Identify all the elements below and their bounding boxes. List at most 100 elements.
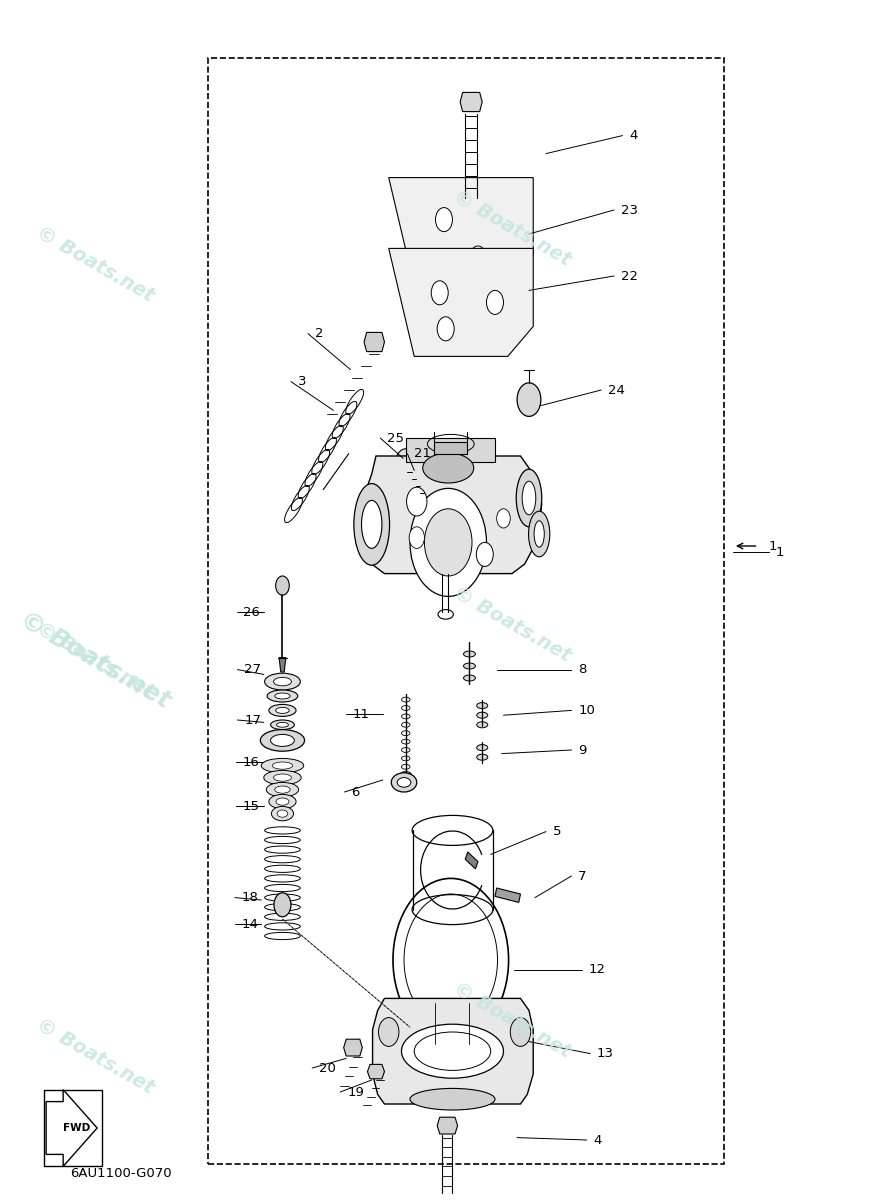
Ellipse shape	[528, 511, 550, 557]
Text: 13: 13	[597, 1048, 614, 1060]
Text: 14: 14	[242, 918, 259, 930]
Text: FWD: FWD	[63, 1123, 90, 1133]
Text: 6AU1100-G070: 6AU1100-G070	[70, 1168, 171, 1180]
Circle shape	[510, 1018, 531, 1046]
Ellipse shape	[270, 734, 295, 746]
Text: © Boats.net: © Boats.net	[33, 619, 157, 701]
Text: 27: 27	[244, 664, 262, 676]
Polygon shape	[388, 248, 534, 356]
Text: 18: 18	[242, 892, 259, 904]
Text: 9: 9	[578, 744, 587, 756]
Circle shape	[424, 509, 472, 576]
Bar	[208, 58, 725, 1164]
Circle shape	[409, 527, 424, 548]
Text: 1: 1	[769, 540, 777, 552]
Text: 17: 17	[244, 714, 262, 726]
Text: 21: 21	[415, 448, 431, 460]
Ellipse shape	[397, 778, 411, 787]
Ellipse shape	[400, 772, 412, 779]
Polygon shape	[495, 888, 521, 902]
Circle shape	[487, 290, 503, 314]
Ellipse shape	[438, 610, 454, 619]
Circle shape	[517, 383, 541, 416]
Text: 1: 1	[775, 546, 784, 558]
Ellipse shape	[522, 481, 536, 515]
Ellipse shape	[265, 673, 301, 690]
Polygon shape	[388, 178, 534, 286]
Ellipse shape	[477, 754, 488, 761]
Text: 25: 25	[387, 432, 404, 444]
Circle shape	[401, 456, 411, 470]
Text: 26: 26	[243, 606, 260, 618]
Text: © Boats.net: © Boats.net	[33, 223, 157, 305]
Bar	[44, 1090, 103, 1166]
Ellipse shape	[477, 712, 488, 718]
Text: 12: 12	[588, 964, 606, 976]
Ellipse shape	[422, 452, 474, 482]
Ellipse shape	[276, 722, 289, 727]
Text: © Boats.net: © Boats.net	[16, 607, 175, 713]
Text: 24: 24	[608, 384, 625, 396]
Text: © Boats.net: © Boats.net	[450, 583, 574, 665]
Ellipse shape	[274, 774, 291, 781]
Polygon shape	[279, 658, 286, 672]
Text: 5: 5	[553, 826, 561, 838]
Ellipse shape	[274, 677, 291, 685]
Text: 23: 23	[620, 204, 638, 216]
Ellipse shape	[262, 758, 303, 773]
Ellipse shape	[362, 500, 381, 548]
Ellipse shape	[391, 773, 417, 792]
Ellipse shape	[354, 484, 389, 565]
Ellipse shape	[534, 521, 544, 547]
Text: 16: 16	[242, 756, 259, 768]
Ellipse shape	[477, 744, 488, 751]
Circle shape	[469, 246, 487, 270]
Ellipse shape	[463, 662, 475, 670]
Ellipse shape	[261, 730, 304, 751]
Polygon shape	[437, 1117, 458, 1134]
Ellipse shape	[463, 674, 475, 682]
Polygon shape	[406, 438, 495, 462]
Ellipse shape	[477, 702, 488, 708]
Ellipse shape	[412, 895, 493, 924]
Circle shape	[407, 487, 427, 516]
Text: 7: 7	[578, 870, 587, 882]
Text: 8: 8	[578, 664, 587, 676]
Text: © Boats.net: © Boats.net	[450, 187, 574, 269]
Ellipse shape	[415, 1032, 491, 1070]
Text: 15: 15	[242, 800, 260, 812]
Ellipse shape	[271, 806, 294, 821]
Ellipse shape	[275, 692, 290, 698]
Text: 2: 2	[315, 328, 323, 340]
Text: 22: 22	[620, 270, 638, 282]
Ellipse shape	[269, 794, 296, 809]
Ellipse shape	[267, 690, 298, 702]
Ellipse shape	[269, 704, 296, 716]
Text: 6: 6	[351, 786, 360, 798]
Text: 11: 11	[353, 708, 370, 720]
Ellipse shape	[276, 798, 289, 805]
Ellipse shape	[410, 1088, 495, 1110]
Ellipse shape	[477, 721, 488, 727]
Polygon shape	[363, 456, 541, 574]
Text: © Boats.net: © Boats.net	[33, 1015, 157, 1097]
Circle shape	[410, 488, 487, 596]
Text: 19: 19	[347, 1086, 364, 1098]
Circle shape	[379, 1018, 399, 1046]
Polygon shape	[465, 852, 478, 869]
Ellipse shape	[412, 816, 493, 845]
Text: 10: 10	[578, 704, 595, 716]
Circle shape	[435, 208, 453, 232]
Ellipse shape	[270, 720, 295, 730]
Polygon shape	[368, 1064, 384, 1079]
Text: 4: 4	[629, 130, 638, 142]
Ellipse shape	[275, 786, 290, 793]
Circle shape	[437, 317, 454, 341]
Text: 3: 3	[298, 376, 306, 388]
Ellipse shape	[272, 762, 293, 769]
Polygon shape	[46, 1090, 97, 1166]
Ellipse shape	[277, 810, 288, 817]
Polygon shape	[364, 332, 384, 352]
Text: 20: 20	[319, 1062, 336, 1074]
Polygon shape	[343, 1039, 362, 1056]
